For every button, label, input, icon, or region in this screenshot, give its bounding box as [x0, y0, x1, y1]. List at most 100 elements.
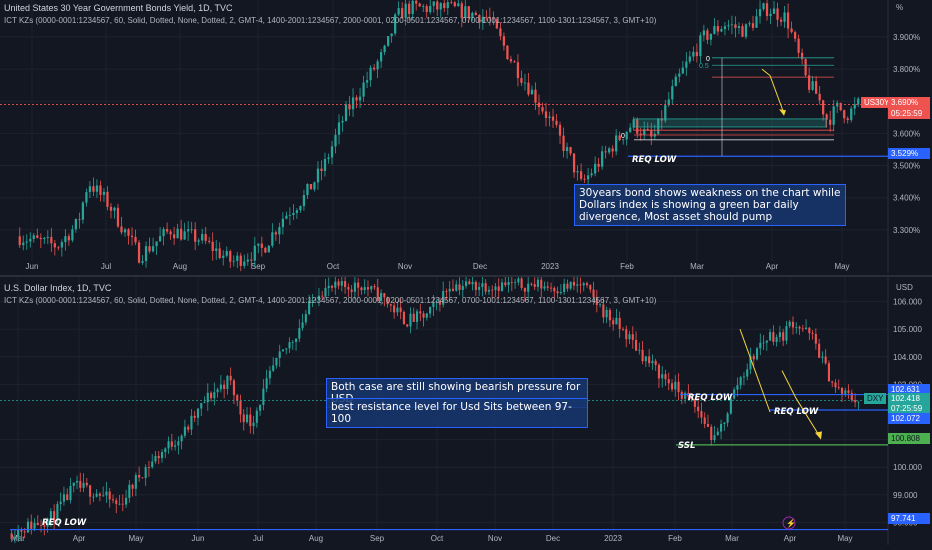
candle-body	[523, 288, 526, 292]
projection-arrow	[739, 329, 771, 413]
candle-body	[749, 355, 752, 370]
candle-body	[69, 485, 72, 501]
candle-body	[102, 191, 106, 195]
candle-body	[151, 461, 154, 468]
bond-level-tag: 3.529%	[888, 148, 930, 159]
candle-body	[401, 8, 404, 19]
candle-body	[558, 124, 562, 136]
candle-body	[650, 129, 653, 137]
candle-body	[43, 237, 46, 240]
candle-body	[330, 146, 334, 158]
candle-body	[667, 379, 670, 384]
candle-body	[33, 522, 36, 529]
pane-divider[interactable]	[0, 275, 932, 277]
candle-body	[131, 484, 134, 489]
candle-body	[759, 342, 762, 349]
candle-body	[762, 3, 765, 10]
candle-body	[311, 300, 314, 301]
candle-body	[172, 234, 176, 239]
bond-countdown: 05:25:59	[888, 108, 930, 119]
candle-body	[527, 82, 530, 95]
candle-body	[57, 247, 60, 249]
candle-body	[436, 1, 439, 10]
candle-body	[324, 287, 327, 297]
x-tick-label: Aug	[309, 534, 323, 543]
candle-body	[834, 382, 837, 388]
candle-body	[460, 3, 463, 19]
candle-body	[216, 389, 219, 393]
candle-body	[183, 426, 186, 436]
candle-body	[507, 282, 510, 286]
candle-body	[320, 168, 323, 171]
candle-body	[155, 241, 158, 247]
candle-body	[467, 6, 470, 18]
candle-body	[265, 378, 268, 389]
candle-body	[147, 467, 150, 468]
candle-body	[355, 97, 358, 101]
dxy-indicator-legend[interactable]: ICT KZs (0000-0001:1234567, 60, Solid, D…	[4, 296, 657, 305]
dxy-ssl-tag: 100.808	[888, 433, 930, 444]
x-tick-label: May	[834, 262, 849, 271]
candle-body	[751, 23, 755, 28]
fvg-zone	[633, 118, 827, 128]
candle-body	[840, 388, 844, 394]
candle-body	[190, 415, 193, 430]
candle-body	[330, 285, 334, 288]
bond-yield-pane[interactable]: 3.900%3.800%3.700%3.600%3.500%3.400%3.30…	[0, 0, 932, 275]
candle-body	[541, 107, 544, 112]
candle-body	[432, 1, 435, 6]
candle-body	[706, 424, 710, 427]
candle-body	[113, 207, 116, 211]
dxy-ssl-label: SSL	[678, 441, 696, 451]
candle-body	[208, 240, 211, 242]
candle-body	[274, 232, 277, 235]
candle-body	[730, 24, 734, 26]
candle-body	[671, 86, 674, 100]
bond-analysis-note[interactable]: 30years bond shows weakness on the chart…	[574, 184, 846, 226]
dxy-note-line2[interactable]: best resistance level for Usd Sits betwe…	[326, 398, 588, 428]
candle-body	[703, 417, 706, 425]
candle-body	[576, 284, 579, 286]
x-tick-label: Dec	[473, 262, 487, 271]
candle-body	[281, 218, 285, 228]
fib-label: 0	[706, 56, 710, 63]
dxy-lower-level-tag: 102.072	[888, 413, 930, 424]
candle-body	[502, 36, 506, 46]
bond-yield-chart[interactable]: 3.900%3.800%3.700%3.600%3.500%3.400%3.30…	[0, 0, 932, 275]
bond-indicator-legend[interactable]: ICT KZs (0000-0001:1234567, 60, Solid, D…	[4, 16, 657, 25]
candle-body	[306, 183, 309, 196]
candle-body	[260, 243, 263, 248]
candle-body	[222, 255, 225, 258]
candle-body	[765, 3, 769, 16]
candle-body	[79, 480, 82, 488]
candle-body	[46, 518, 49, 527]
candle-body	[302, 195, 306, 207]
candle-body	[808, 75, 811, 90]
candle-body	[443, 3, 446, 8]
candle-body	[394, 14, 397, 34]
candle-body	[236, 395, 239, 401]
dollar-index-chart[interactable]: 106.000105.000104.000103.000101.000100.0…	[0, 277, 932, 550]
candle-body	[158, 236, 162, 242]
candle-body	[692, 51, 695, 57]
candle-body	[74, 219, 78, 230]
candle-body	[243, 261, 246, 266]
candle-body	[177, 441, 180, 446]
y-tick-label: 3.600%	[893, 129, 920, 138]
candle-body	[111, 499, 115, 501]
candle-body	[292, 213, 295, 216]
candle-body	[793, 32, 797, 39]
candle-body	[95, 185, 99, 192]
candle-body	[62, 494, 65, 502]
candle-body	[278, 227, 281, 235]
candle-body	[144, 467, 147, 479]
candle-body	[657, 364, 660, 379]
candle-body	[380, 293, 383, 302]
candle-body	[520, 78, 523, 83]
candle-body	[210, 392, 213, 399]
candle-body	[285, 348, 288, 350]
candle-body	[602, 304, 605, 318]
candle-body	[176, 228, 179, 239]
candle-body	[95, 493, 98, 497]
dollar-index-pane[interactable]: 106.000105.000104.000103.000101.000100.0…	[0, 277, 932, 550]
